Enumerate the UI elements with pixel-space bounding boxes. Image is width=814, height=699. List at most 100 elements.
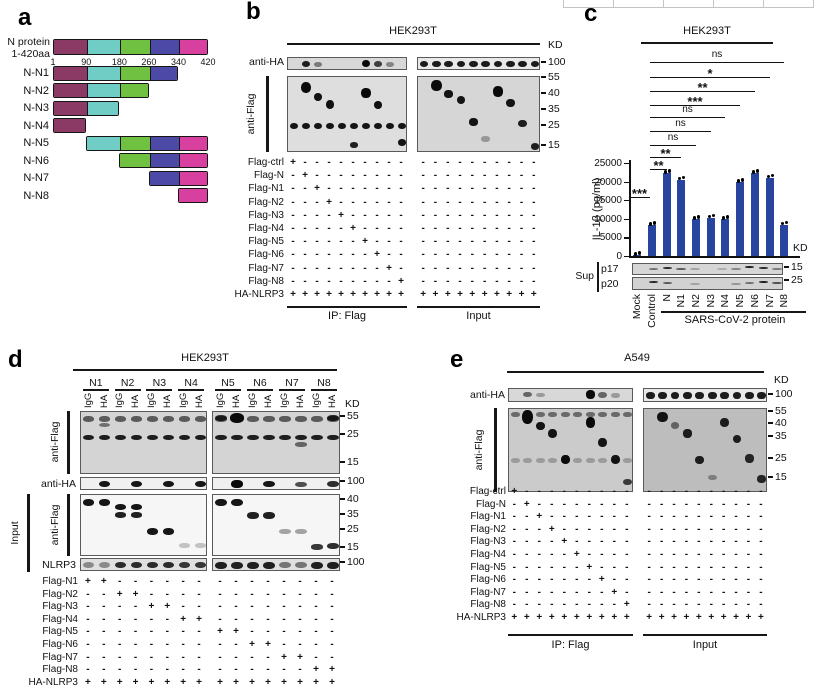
lane-symbol: - (351, 183, 355, 195)
lane-row-symbols: - - - - - - - - + - (508, 587, 633, 598)
blot-band (689, 282, 700, 285)
lane-symbol: - (647, 574, 651, 586)
mw-marker-value: 55 (775, 405, 787, 417)
bar (633, 255, 641, 256)
nlrp3-strip (212, 558, 340, 571)
lane-row-symbols: + + + + + + + + + + (287, 289, 407, 300)
blot-band (610, 392, 620, 398)
lane-symbol: - (102, 664, 106, 676)
lane-symbol: - (266, 651, 270, 663)
lane-symbol: - (587, 511, 591, 523)
blot-band (162, 416, 174, 423)
lane-symbol: + (297, 651, 303, 663)
lane-symbol: - (600, 549, 604, 560)
lane-symbol: - (600, 561, 604, 573)
lane-row-label: Flag-N1 (42, 576, 78, 587)
lane-symbol: - (684, 574, 689, 586)
lane-symbol: + (302, 170, 308, 182)
blot-band (373, 60, 383, 68)
lane-row-label: Flag-N7 (42, 651, 78, 663)
lane-symbol: - (612, 561, 616, 573)
blot-band (598, 412, 608, 418)
lane-row-symbols: ---------- (643, 562, 767, 573)
lane-symbol: - (470, 249, 474, 261)
mw-marker-tick (340, 561, 345, 563)
blot-band (327, 414, 339, 421)
lane-symbol: - (363, 170, 367, 182)
blot-band (444, 60, 454, 68)
blot-band (146, 434, 158, 441)
lane-symbol: - (512, 523, 516, 535)
lane-symbol: - (363, 209, 367, 221)
panel-b-anti-flag-bracket (266, 76, 269, 152)
panel-b-ip-caption: IP: Flag (328, 310, 366, 322)
significance-line (650, 77, 770, 79)
panel-e-ip-underline (508, 634, 633, 636)
significance-line (650, 117, 725, 119)
blot-band (325, 122, 335, 130)
input-anti-flag-blot (417, 76, 540, 152)
blot-band (585, 457, 595, 463)
lane-symbol: - (399, 223, 403, 234)
lane-symbol: - (266, 613, 270, 625)
sub-lane-label: IgG (146, 392, 158, 408)
lane-symbol: - (387, 275, 391, 287)
blot-band (215, 498, 227, 507)
lane-symbol: - (458, 223, 462, 234)
lane-symbol: - (303, 262, 307, 274)
panel-d-input-bracket (27, 494, 30, 572)
ip-anti-ha-strip (287, 57, 407, 70)
lane-symbol: - (315, 262, 319, 274)
lane-row-label: Flag-N8 (42, 664, 78, 676)
lane-symbol: + (374, 289, 380, 300)
lane-symbol: + (757, 612, 764, 623)
lane-symbol: - (759, 486, 763, 497)
group-label: SARS-CoV-2 protein (684, 314, 786, 326)
lane-row-label: Flag-N (475, 498, 506, 510)
lane-symbol: + (132, 676, 139, 688)
blot-band (131, 480, 143, 488)
lane-symbol: - (495, 196, 499, 208)
lane-symbol: - (482, 262, 487, 274)
lane-symbol: - (512, 549, 516, 560)
lane-symbol: + (420, 289, 427, 300)
sub-lane-label: IgG (278, 392, 290, 408)
lane-row-symbols: - - - - + - - - - - (508, 536, 633, 547)
lane-symbol: - (375, 170, 379, 182)
lane-symbol: + (132, 588, 139, 600)
lane-symbol: - (587, 549, 591, 560)
lane-symbol: - (181, 626, 185, 638)
blot-band (178, 561, 190, 569)
group-label: N4 (184, 377, 198, 389)
lane-symbol: - (612, 574, 616, 586)
panel-d-cell-line: HEK293T (181, 352, 229, 364)
scale-tick: 340 (170, 57, 186, 67)
lane-symbol: - (234, 613, 238, 625)
x-axis-line (629, 256, 800, 258)
lane-row-label: Flag-N3 (248, 209, 284, 221)
lane-symbol: - (102, 639, 106, 650)
lane-symbol: - (421, 249, 425, 261)
lane-symbol: - (421, 170, 425, 182)
domain-segment (149, 66, 178, 80)
lane-symbol: - (446, 209, 450, 221)
sup-label: Sup (575, 270, 594, 282)
lane-symbol: - (495, 236, 499, 248)
panel-e-ip-caption: IP: Flag (551, 639, 590, 651)
lane-symbol: - (482, 196, 487, 208)
mw-marker-tick (768, 410, 773, 412)
data-point-dot (766, 174, 770, 179)
lane-symbol: - (433, 275, 438, 287)
lane-symbol: - (351, 209, 355, 221)
blot-band (263, 480, 275, 488)
lane-symbol: - (387, 157, 391, 168)
lane-row-symbols: - + - - - - - - - - (287, 170, 407, 181)
bar (648, 225, 656, 256)
lane-symbol: - (250, 588, 254, 600)
lane-symbol: - (298, 588, 302, 600)
y-tick-label: 5000 (599, 232, 622, 244)
sub-lane-label: HA (262, 394, 274, 408)
construct-label: N-N4 (23, 119, 49, 132)
lane-symbol: - (421, 183, 425, 195)
data-point-dot (652, 221, 656, 225)
